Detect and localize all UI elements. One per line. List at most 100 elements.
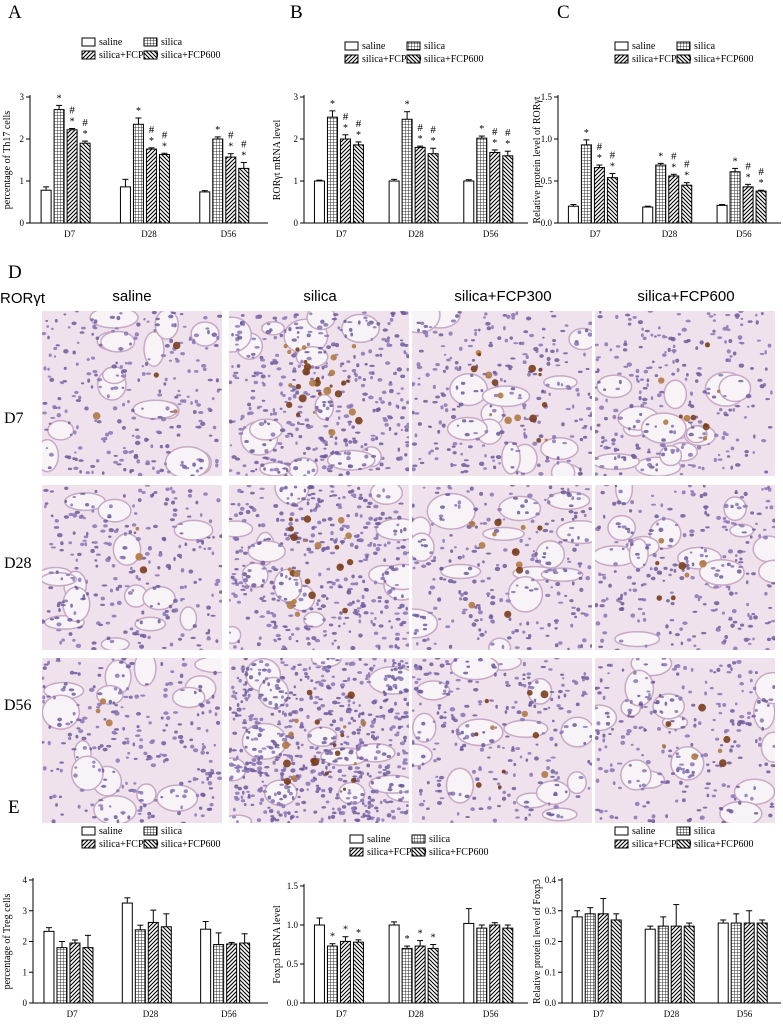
bar-D7-3 (352, 941, 364, 1004)
legend-swatch-1 (676, 41, 691, 51)
legend-swatch-0 (349, 834, 364, 844)
micrograph-D28-3 (595, 485, 775, 650)
bar-D28-2 (414, 146, 426, 224)
bar-D7-3 (610, 919, 622, 1004)
x-tick-label-2: D56 (736, 229, 752, 239)
bar-D7-0 (40, 189, 52, 224)
bar-D7-2 (339, 138, 351, 224)
significance-mark-D28-3-1: # (162, 129, 168, 141)
bar-D7-3 (82, 947, 94, 1004)
significance-mark-D7-3-1: # (610, 149, 616, 161)
x-tick-label-0: D7 (336, 229, 347, 239)
bar-D7-3 (79, 142, 91, 224)
x-tick-label-1: D28 (408, 229, 424, 239)
legend-swatch-0 (81, 826, 96, 836)
y-tick-label-1: 1 (294, 176, 299, 186)
y-tick-label-3: 0.3 (545, 906, 557, 916)
x-tick-label-0: D7 (593, 1009, 604, 1019)
y-axis-label: Foxp3 mRNA level (272, 905, 283, 984)
legend-swatch-1 (143, 826, 158, 836)
bar-D28-3 (158, 154, 170, 224)
y-tick-label-3: 1.5 (287, 881, 299, 891)
micrograph-D28-1 (229, 485, 409, 650)
bar-D56-1 (212, 138, 224, 224)
bar-D28-0 (119, 186, 131, 224)
x-tick-label-2: D56 (221, 1009, 237, 1019)
significance-mark-D56-2-0: * (492, 138, 497, 149)
significance-mark-D56-2-1: # (228, 130, 234, 142)
bar-D28-2 (414, 945, 426, 1004)
micrograph-D56-0 (42, 658, 222, 823)
bar-D28-3 (683, 925, 695, 1004)
significance-mark-D7-3-0: * (83, 129, 88, 140)
bar-D56-1 (476, 927, 488, 1004)
significance-mark-D28-2-0: * (671, 162, 676, 173)
panel-letter-d: D (8, 262, 22, 283)
significance-mark-D56-2-1: # (492, 126, 498, 138)
row-header-d28: D28 (4, 555, 32, 572)
significance-mark-D56-1-0: * (479, 124, 484, 135)
bar-D7-0 (313, 180, 325, 224)
significance-mark-D56-3-1: # (505, 127, 511, 139)
bar-D28-1 (401, 947, 413, 1004)
legend-label-0: saline (632, 41, 656, 52)
significance-mark-D28-3-1: # (684, 159, 690, 171)
bar-D56-1 (213, 944, 225, 1004)
panel-letter-c: C (557, 2, 570, 23)
legend-swatch-2 (614, 839, 629, 849)
x-tick-label-1: D28 (664, 1009, 680, 1019)
y-tick-label-1: 0.5 (287, 959, 299, 969)
panel-letter-a: A (8, 2, 22, 23)
significance-mark-D7-2-0: * (343, 123, 348, 134)
significance-mark-D7-2-0: * (70, 117, 75, 128)
y-tick-label-3: 3 (294, 92, 299, 102)
bar-D28-1 (655, 164, 667, 224)
legend-swatch-2 (81, 839, 96, 849)
bar-D28-2 (147, 921, 159, 1004)
y-tick-label-0: 0 (20, 218, 25, 228)
significance-mark-D28-3-0: * (684, 171, 689, 182)
legend-label-3: silica+FCP600 (429, 847, 489, 858)
legend-swatch-2 (81, 50, 96, 60)
significance-mark-D56-3-1: # (758, 166, 764, 178)
x-tick-label-2: D56 (483, 1009, 499, 1019)
significance-mark-D7-3-0: * (610, 161, 615, 172)
significance-mark-D28-2-0: * (418, 929, 423, 940)
bar-D56-3 (755, 190, 767, 224)
legend-swatch-1 (406, 41, 421, 51)
significance-mark-D7-2-1: # (343, 111, 349, 123)
bar-D7-1 (326, 945, 338, 1004)
bar-D7-0 (313, 924, 325, 1004)
bar-D28-0 (388, 924, 400, 1004)
micrograph-D28-0 (42, 485, 222, 650)
bar-D28-3 (427, 947, 439, 1004)
legend-swatch-3 (143, 839, 158, 849)
column-header-fcp300: silica+FCP300 (454, 288, 552, 305)
bar-D7-1 (326, 116, 338, 224)
legend-swatch-3 (676, 54, 691, 64)
bar-D28-1 (401, 118, 413, 224)
legend-label-1: silica (694, 41, 716, 52)
bar-D7-2 (66, 129, 78, 224)
bar-D28-3 (427, 153, 439, 224)
legend-swatch-0 (81, 37, 96, 47)
significance-mark-D7-2-1: # (69, 105, 75, 117)
legend-swatch-0 (614, 41, 629, 51)
legend-swatch-1 (676, 826, 691, 836)
y-axis-label: percentage of Treg cells (2, 893, 13, 989)
y-tick-label-0: 0 (23, 998, 28, 1008)
micrograph-D7-0 (42, 311, 222, 476)
legend-label-2: silica+FCP300 (632, 54, 692, 65)
significance-mark-D7-2-1: # (597, 141, 603, 153)
row-header-d7: D7 (4, 410, 24, 427)
significance-mark-D28-2-1: # (417, 122, 423, 134)
legend-swatch-3 (411, 847, 426, 857)
bar-D28-2 (670, 925, 682, 1004)
bar-D28-0 (388, 180, 400, 224)
legend-swatch-2 (614, 54, 629, 64)
